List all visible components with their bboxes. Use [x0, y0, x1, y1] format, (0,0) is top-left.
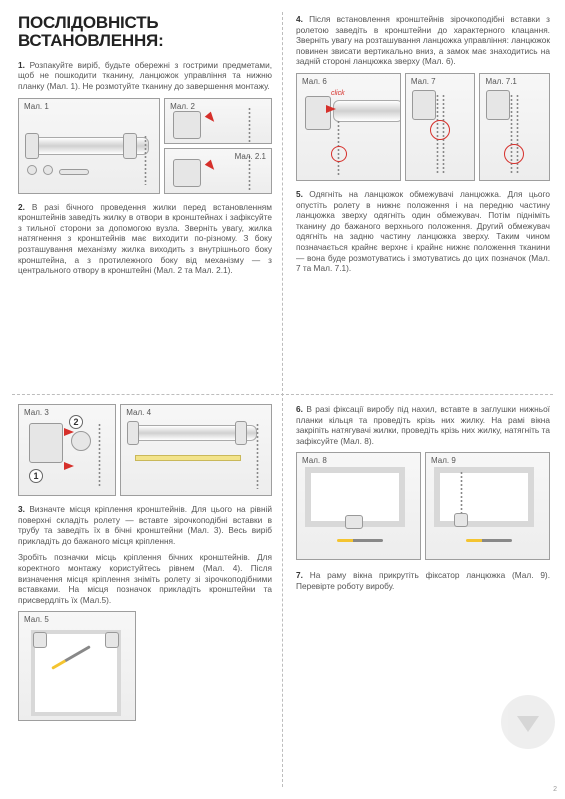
click-label: click — [331, 90, 345, 97]
para-7-text: На раму вікна прикрутіть фіксатор ланцюж… — [296, 570, 550, 591]
figure-6: Мал. 6 click — [296, 73, 401, 181]
para-7-num: 7. — [296, 570, 303, 580]
right-bottom-section: 6. В разі фіксації виробу під нахил, вст… — [296, 404, 550, 598]
figure-7-1: Мал. 7.1 — [479, 73, 550, 181]
para-6-num: 6. — [296, 404, 303, 414]
para-5-num: 5. — [296, 189, 303, 199]
para-6-text: В разі фіксації виробу під нахил, вставт… — [296, 404, 550, 446]
figure-2-1-label: Мал. 2.1 — [235, 152, 266, 161]
step-num-2: 2 — [69, 415, 83, 429]
para-3b: Зробіть позначки місць кріплення бічних … — [18, 552, 272, 605]
left-bottom-section: Мал. 3 2 1 Мал. 4 3. Визначте місця кріп… — [18, 404, 272, 721]
para-5-text: Одягніть на ланцюжок обмежувачі ланцюжка… — [296, 189, 550, 273]
figure-4-label: Мал. 4 — [126, 408, 151, 417]
left-top-section: ПОСЛІДОВНІСТЬ ВСТАНОВЛЕННЯ: 1. Розпакуйт… — [18, 14, 272, 282]
para-5: 5. Одягніть на ланцюжок обмежувачі ланцю… — [296, 189, 550, 274]
figure-1: Мал. 1 — [18, 98, 160, 194]
figure-5-label: Мал. 5 — [24, 615, 49, 624]
figure-9: Мал. 9 — [425, 452, 550, 560]
figure-2-label: Мал. 2 — [170, 102, 195, 111]
figure-7-1-label: Мал. 7.1 — [485, 77, 516, 86]
para-2-num: 2. — [18, 202, 25, 212]
figure-7-label: Мал. 7 — [411, 77, 436, 86]
right-top-section: 4. Після встановлення кронштейнів зірочк… — [296, 14, 550, 280]
figure-3-label: Мал. 3 — [24, 408, 49, 417]
para-4: 4. Після встановлення кронштейнів зірочк… — [296, 14, 550, 67]
page-title: ПОСЛІДОВНІСТЬ ВСТАНОВЛЕННЯ: — [18, 14, 272, 50]
para-1-num: 1. — [18, 60, 25, 70]
watermark-icon — [501, 695, 555, 749]
para-2-text: В разі бічного проведення жилки перед вс… — [18, 202, 272, 276]
para-4-num: 4. — [296, 14, 303, 24]
figure-4: Мал. 4 — [120, 404, 272, 496]
figure-3: Мал. 3 2 1 — [18, 404, 116, 496]
figure-2: Мал. 2 — [164, 98, 272, 144]
page: ПОСЛІДОВНІСТЬ ВСТАНОВЛЕННЯ: 1. Розпакуйт… — [0, 0, 565, 799]
horizontal-divider-right — [296, 394, 553, 395]
para-2: 2. В разі бічного проведення жилки перед… — [18, 202, 272, 276]
figure-2-1: Мал. 2.1 — [164, 148, 272, 194]
para-7: 7. На раму вікна прикрутіть фіксатор лан… — [296, 570, 550, 591]
para-1: 1. Розпакуйте виріб, будьте обережні з г… — [18, 60, 272, 92]
figure-6-label: Мал. 6 — [302, 77, 327, 86]
para-3-text: Визначте місця кріплення кронштейнів. Дл… — [18, 504, 272, 546]
page-number: 2 — [553, 786, 557, 793]
figure-5: Мал. 5 — [18, 611, 136, 721]
figure-8-label: Мал. 8 — [302, 456, 327, 465]
figure-7: Мал. 7 — [405, 73, 476, 181]
level-icon — [135, 455, 241, 461]
para-3: 3. Визначте місця кріплення кронштейнів.… — [18, 504, 272, 546]
para-1-text: Розпакуйте виріб, будьте обережні з гост… — [18, 60, 272, 91]
step-num-1: 1 — [29, 469, 43, 483]
figure-8: Мал. 8 — [296, 452, 421, 560]
vertical-divider — [282, 12, 283, 787]
para-4-text: Після встановлення кронштейнів зірочкопо… — [296, 14, 550, 66]
figure-1-label: Мал. 1 — [24, 102, 49, 111]
para-6: 6. В разі фіксації виробу під нахил, вст… — [296, 404, 550, 446]
figure-9-label: Мал. 9 — [431, 456, 456, 465]
para-3-num: 3. — [18, 504, 25, 514]
